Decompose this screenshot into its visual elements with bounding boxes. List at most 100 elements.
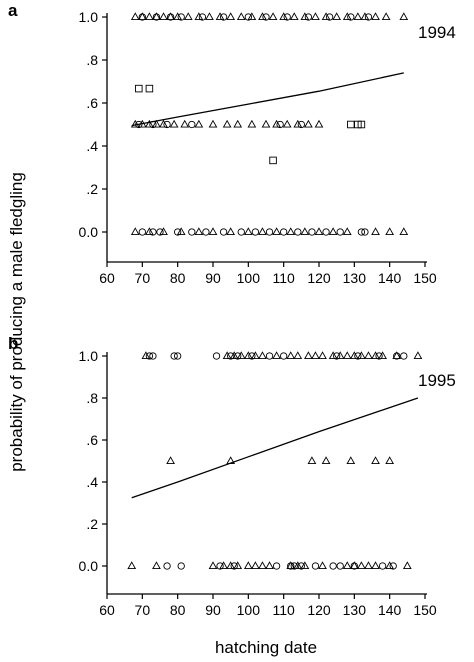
triangle-marker	[141, 351, 151, 360]
triangle-marker	[208, 227, 218, 236]
triangle-marker	[145, 12, 154, 21]
triangle-marker	[152, 12, 161, 21]
circle-marker	[188, 120, 196, 129]
y-tick-label: .4	[86, 138, 98, 154]
triangle-marker	[208, 561, 218, 570]
triangle-marker	[300, 561, 310, 570]
triangle-marker	[318, 351, 327, 360]
circle-marker	[333, 352, 341, 360]
triangle-marker	[243, 351, 253, 360]
circle-marker	[174, 228, 182, 236]
triangle-marker	[318, 561, 327, 570]
triangle-marker	[385, 456, 395, 465]
circle-marker	[347, 13, 355, 21]
y-axis-title: probability of producing a male fledglin…	[7, 172, 26, 472]
triangle-marker	[219, 561, 228, 570]
x-tick-label: 60	[99, 270, 115, 286]
triangle-marker	[222, 351, 232, 360]
triangle-marker	[176, 227, 186, 236]
triangle-marker	[311, 351, 320, 360]
x-tick-label: 80	[170, 602, 186, 618]
y-tick-label: .8	[86, 390, 98, 406]
y-tick-label: .6	[86, 432, 98, 448]
triangle-marker	[229, 351, 239, 360]
x-tick-label: 120	[307, 602, 331, 618]
triangle-marker	[293, 561, 303, 570]
triangle-marker	[194, 227, 204, 236]
triangle-marker	[300, 12, 310, 21]
triangle-marker	[279, 12, 289, 21]
circle-marker	[219, 228, 228, 236]
triangle-marker	[399, 12, 409, 21]
triangle-marker	[272, 119, 281, 128]
triangle-marker	[205, 12, 214, 21]
circle-marker	[138, 228, 146, 236]
circle-marker	[400, 352, 408, 360]
x-tick-label: 110	[273, 602, 296, 618]
triangle-marker	[233, 119, 243, 128]
x-tick-label: 100	[237, 270, 261, 286]
circle-marker	[177, 562, 185, 570]
circle-marker	[276, 120, 284, 129]
triangle-marker	[173, 12, 183, 21]
triangle-marker	[307, 456, 317, 465]
triangle-marker	[258, 227, 267, 236]
triangle-marker	[251, 351, 260, 360]
triangle-marker	[402, 561, 412, 570]
y-tick-label: 1.0	[79, 9, 99, 25]
x-tick-label: 70	[135, 602, 151, 618]
triangle-marker	[180, 119, 190, 128]
square-marker	[269, 156, 277, 165]
triangle-marker	[332, 12, 342, 21]
circle-marker	[149, 120, 157, 129]
triangle-marker	[226, 561, 236, 570]
circle-marker	[357, 228, 366, 236]
square-marker	[135, 84, 143, 93]
x-tick-label: 140	[378, 270, 402, 286]
triangle-marker	[304, 119, 313, 128]
triangle-marker	[258, 12, 267, 21]
triangle-marker	[130, 227, 140, 236]
triangle-marker	[261, 119, 271, 128]
x-tick-label: 150	[413, 270, 437, 286]
circle-marker	[230, 562, 238, 570]
triangle-marker	[251, 561, 260, 570]
circle-marker	[364, 13, 373, 21]
circle-marker	[308, 228, 316, 236]
circle-marker	[163, 562, 171, 570]
circle-marker	[294, 228, 302, 236]
triangle-marker	[321, 456, 331, 465]
y-tick-label: .6	[86, 95, 98, 111]
triangle-marker	[159, 227, 168, 236]
circle-marker	[135, 120, 143, 129]
triangle-marker	[413, 351, 423, 360]
circle-marker	[244, 13, 252, 21]
triangle-marker	[286, 227, 296, 236]
circle-marker	[322, 228, 330, 236]
triangle-marker	[328, 351, 338, 360]
circle-marker	[287, 562, 295, 570]
circle-marker	[329, 562, 337, 570]
triangle-marker	[159, 119, 168, 128]
circle-marker	[265, 228, 274, 236]
triangle-marker	[152, 119, 161, 128]
triangle-marker	[137, 119, 147, 128]
square-marker	[145, 84, 154, 93]
triangle-marker	[130, 119, 140, 128]
circle-marker	[389, 562, 397, 570]
x-tick-label: 120	[307, 270, 331, 286]
circle-marker	[283, 13, 291, 21]
triangle-marker	[145, 227, 154, 236]
y-tick-label: .2	[86, 181, 98, 197]
triangle-marker	[166, 12, 175, 21]
triangle-marker	[282, 119, 292, 128]
triangle-marker	[226, 12, 236, 21]
circle-marker	[198, 13, 207, 21]
triangle-marker	[236, 12, 246, 21]
triangle-marker	[272, 351, 281, 360]
triangle-marker	[357, 351, 366, 360]
triangle-marker	[399, 227, 409, 236]
circle-marker	[149, 228, 157, 236]
triangle-marker	[342, 12, 352, 21]
circle-marker	[354, 352, 362, 360]
